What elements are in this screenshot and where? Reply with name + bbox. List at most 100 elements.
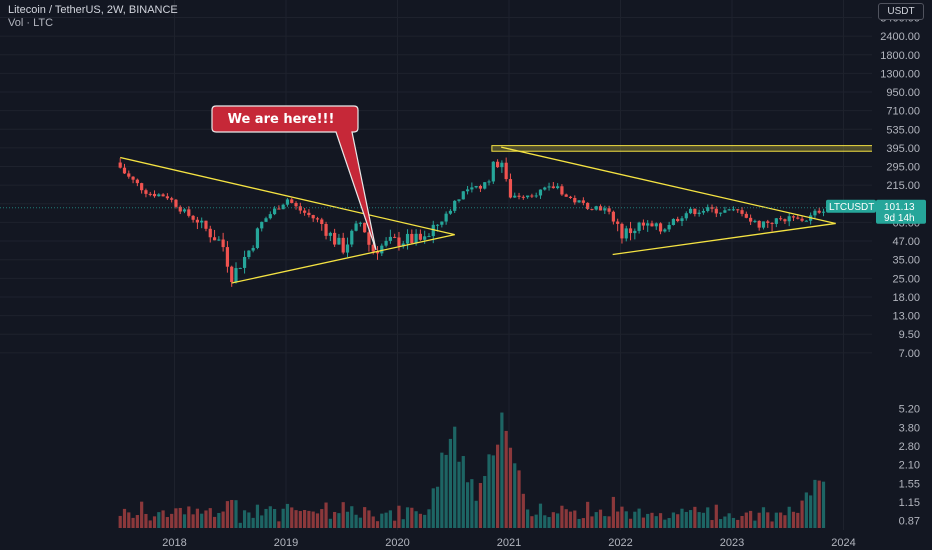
volume-bar [714,504,718,528]
candle-body [787,216,791,222]
currency-button[interactable]: USDT [878,3,924,20]
price-tag: LTCUSDT 101.13 9d 14h [826,199,926,224]
volume-legend[interactable]: Vol · LTC [8,17,54,29]
volume-bar [736,519,740,528]
volume-bar [483,476,487,528]
drawings[interactable] [0,145,874,284]
volume-bar [225,501,230,528]
candle-body [770,222,774,224]
volume-bar [345,511,350,528]
volume-bar [401,519,405,528]
volume-bar [573,510,577,528]
candle-body [285,199,290,205]
candle-body [783,219,787,222]
volume-bar [140,501,144,528]
volume-bar [165,517,169,528]
candle-body [152,193,157,197]
candle-body [448,210,453,214]
volume-bar [208,508,212,528]
volume-bars [118,412,826,528]
candle-body [333,232,337,245]
volume-bar [731,517,736,528]
price-tick-label: 295.00 [886,162,920,174]
time-tick-label: 2023 [720,537,744,549]
candle-body [363,222,367,233]
candle-body [491,161,495,182]
volume-tick-label: 1.15 [899,497,920,509]
price-tick-label: 47.00 [892,236,920,248]
candle-body [800,218,804,221]
candle-body [500,162,504,168]
candle-body [723,210,727,213]
candle-body [388,236,392,241]
volume-bar [611,496,615,528]
candle-body [165,196,169,199]
candle-body [303,210,307,213]
volume-bar [560,505,564,528]
candle-body [157,194,161,197]
callout[interactable]: We are here!!! [211,105,377,251]
volume-tick-label: 5.20 [899,404,920,416]
volume-bar [783,515,787,528]
candle-body [813,210,817,216]
candle-body [616,221,620,224]
price-axis[interactable]: 3400.002400.001800.001300.00950.00710.00… [872,0,932,550]
candle-body [547,186,551,188]
candle-body [637,222,641,231]
volume-bar [118,515,122,528]
volume-bar [590,516,594,528]
candle-body [453,200,457,211]
candle-body [478,185,483,189]
candle-body [307,212,311,216]
candle-body [628,228,633,234]
volume-bar [367,510,371,528]
time-tick-label: 2024 [831,537,855,549]
price-tick-label: 13.00 [892,311,920,323]
volume-bar [594,512,598,528]
candle-body [684,213,688,219]
candle-body [706,207,710,211]
candle-body [140,183,144,191]
volume-tick-label: 2.10 [899,460,920,472]
volume-bar [157,512,161,528]
volume-bar [152,516,157,528]
candle-body [367,232,371,245]
candle-body [568,196,573,198]
candle-body [401,243,405,247]
volume-bar [380,513,384,528]
volume-bar [693,506,697,528]
candle-body [440,221,444,225]
candle-body [688,208,693,214]
volume-tick-label: 0.87 [899,516,920,528]
volume-bar [684,511,688,528]
volume-bar [791,511,796,528]
symbol-title[interactable]: Litecoin / TetherUS, 2W, BINANCE [8,4,178,16]
volume-bar [667,518,671,528]
grid [0,0,872,530]
candle-body [530,195,534,197]
time-axis[interactable]: 20182019202020212022202320242025 [162,537,932,549]
volume-bar [478,482,483,528]
volume-bar [676,514,680,528]
candle-body [182,209,187,212]
candle-body [697,212,701,215]
candle-body [791,216,796,218]
volume-bar [204,510,208,528]
volume-bar [774,512,778,528]
candle-body [779,218,783,220]
volume-bar [581,518,585,528]
candle-body [268,214,272,219]
volume-bar [504,430,508,528]
candle-body [517,195,521,197]
volume-bar [294,510,298,528]
candle-body [435,224,440,226]
candle-body [534,195,538,197]
volume-bar [487,454,491,528]
candle-body [611,211,615,222]
volume-bar [598,509,603,528]
volume-bar [753,520,757,528]
volume-bar [821,481,826,528]
volume-bar [654,516,658,528]
volume-bar [680,508,684,528]
